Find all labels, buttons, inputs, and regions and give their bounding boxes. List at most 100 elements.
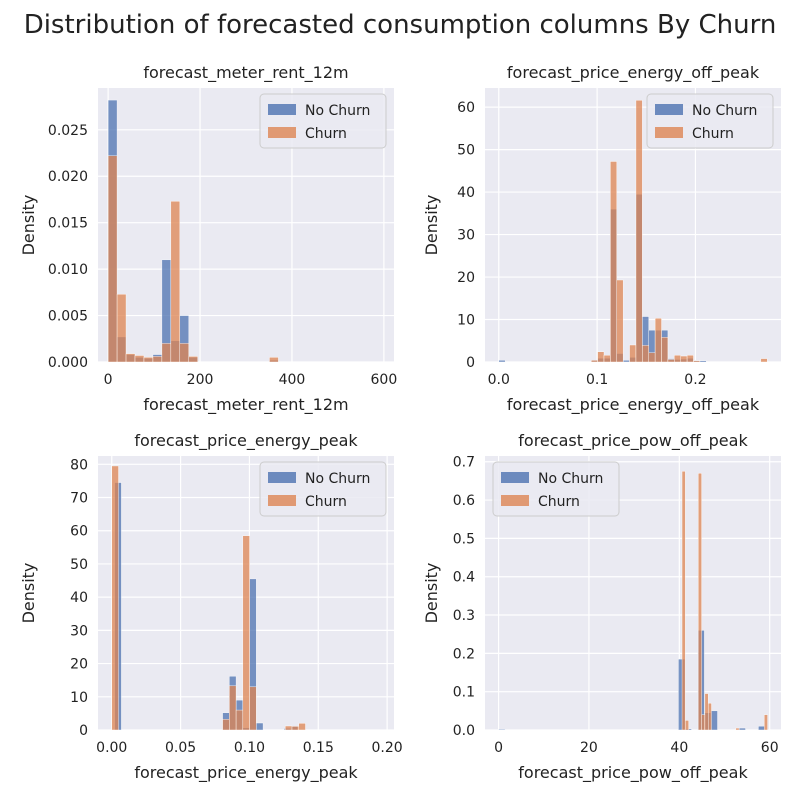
y-axis-label: Density <box>19 563 38 624</box>
y-tick-label: 0.4 <box>453 570 475 586</box>
bar-churn <box>107 155 118 362</box>
bar-churn <box>235 709 244 730</box>
legend-label-churn: Churn <box>692 126 734 142</box>
y-tick-label: 0 <box>466 355 475 371</box>
y-tick-label: 0.1 <box>453 685 475 701</box>
y-tick-label: 0.3 <box>453 608 475 624</box>
y-axis-label: Density <box>19 195 38 256</box>
bar-churn <box>170 201 181 362</box>
bar-churn <box>229 685 237 730</box>
y-tick-label: 20 <box>457 270 475 286</box>
bar-churn <box>685 720 689 730</box>
bar-churn <box>681 471 686 730</box>
y-tick-label: 0.000 <box>48 355 88 371</box>
y-tick-label: 0.015 <box>48 216 88 232</box>
bar-churn <box>698 473 702 730</box>
legend: No Churn Churn <box>646 93 774 149</box>
y-tick-label: 30 <box>457 228 475 244</box>
subplot-3: 0.00 0.05 0.10 0.15 0.20 0 10 20 30 40 50 60 70 80 for… <box>19 431 403 783</box>
y-tick-label: 0.005 <box>48 309 88 325</box>
legend-swatch-no-churn <box>268 472 296 483</box>
y-tick-label: 0.020 <box>48 169 88 185</box>
y-tick-label: 10 <box>70 690 88 706</box>
bar-churn <box>635 100 643 362</box>
bar-churn <box>707 702 712 730</box>
legend-label-no-churn: No Churn <box>305 103 370 119</box>
bars-group <box>498 471 768 730</box>
subplot-4: 0 20 40 60 0.0 0.1 0.2 0.3 0.4 0.5 0.6 0.7 forecast_… <box>422 431 781 783</box>
bar-churn <box>291 726 299 730</box>
figure-title: Distribution of forecasted consumption c… <box>23 10 777 40</box>
y-tick-label: 0.5 <box>453 531 475 547</box>
legend-swatch-churn <box>268 495 296 506</box>
x-tick-label: 0.0 <box>488 372 510 388</box>
legend-swatch-no-churn <box>655 104 683 115</box>
y-tick-label: 50 <box>457 143 475 159</box>
subplot-title: forecast_price_energy_off_peak <box>507 63 760 83</box>
x-tick-label: 0.05 <box>165 740 196 756</box>
y-tick-label: 50 <box>70 557 88 573</box>
y-tick-label: 70 <box>70 491 88 507</box>
bar-churn <box>629 344 637 362</box>
bar-churn <box>661 337 669 362</box>
bar-churn <box>111 465 119 730</box>
bars-group <box>111 465 306 730</box>
subplot-title: forecast_meter_rent_12m <box>143 63 348 83</box>
x-tick-label: 0 <box>494 740 503 756</box>
bar-churn <box>242 535 250 730</box>
bar-churn <box>760 358 768 362</box>
bar-churn <box>648 352 656 362</box>
bar-churn <box>298 723 306 730</box>
bar-churn <box>764 714 768 730</box>
y-tick-label: 0.7 <box>453 455 475 471</box>
bar-churn <box>693 360 701 362</box>
bar-churn <box>222 719 230 730</box>
bar-churn <box>642 345 649 362</box>
bar-churn <box>603 355 611 362</box>
subplot-title: forecast_price_energy_peak <box>134 431 358 451</box>
x-tick-label: 0.2 <box>684 372 706 388</box>
x-axis-label: forecast_price_energy_peak <box>134 763 358 783</box>
y-tick-label: 0.2 <box>453 646 475 662</box>
y-tick-label: 60 <box>70 524 88 540</box>
legend-label-no-churn: No Churn <box>538 471 603 487</box>
bar-churn <box>188 356 198 362</box>
bar-no-churn <box>758 725 766 730</box>
x-axis-label: forecast_price_pow_off_peak <box>518 763 748 783</box>
bar-churn <box>179 343 189 362</box>
x-tick-label: 0.1 <box>586 372 608 388</box>
subplot-2: 0.0 0.1 0.2 0 10 20 30 40 50 60 forecast_price_ene… <box>422 63 781 415</box>
bar-churn <box>116 293 127 362</box>
y-tick-label: 60 <box>457 100 475 116</box>
bar-churn <box>654 318 662 362</box>
legend-label-churn: Churn <box>538 494 580 510</box>
subplot-1: 0 200 400 600 0.000 0.005 0.010 0.015 0.020 0.025… <box>19 63 397 415</box>
y-tick-label: 0 <box>79 723 88 739</box>
subplot-title: forecast_price_pow_off_peak <box>518 431 748 451</box>
bars-group <box>498 100 768 362</box>
legend-swatch-churn <box>268 127 296 138</box>
legend-swatch-no-churn <box>501 472 529 483</box>
bar-churn <box>161 343 172 362</box>
bar-churn <box>674 355 681 362</box>
bar-churn <box>680 355 688 362</box>
x-tick-label: 400 <box>279 372 306 388</box>
legend-swatch-no-churn <box>268 104 296 115</box>
bar-churn <box>667 359 675 362</box>
y-tick-label: 80 <box>70 457 88 473</box>
bar-churn <box>616 279 624 362</box>
y-tick-label: 40 <box>70 590 88 606</box>
bar-churn <box>597 351 605 362</box>
legend: No Churn Churn <box>259 93 387 149</box>
bar-churn <box>591 360 598 362</box>
legend-label-churn: Churn <box>305 494 347 510</box>
bar-no-churn <box>699 360 707 362</box>
x-tick-label: 0.00 <box>96 740 127 756</box>
bar-no-churn <box>256 722 264 730</box>
x-tick-label: 600 <box>371 372 398 388</box>
y-axis-label: Density <box>422 563 441 624</box>
y-tick-label: 0.010 <box>48 262 88 278</box>
y-tick-label: 0.0 <box>453 723 475 739</box>
bar-no-churn <box>710 710 718 730</box>
bar-no-churn <box>738 727 746 730</box>
